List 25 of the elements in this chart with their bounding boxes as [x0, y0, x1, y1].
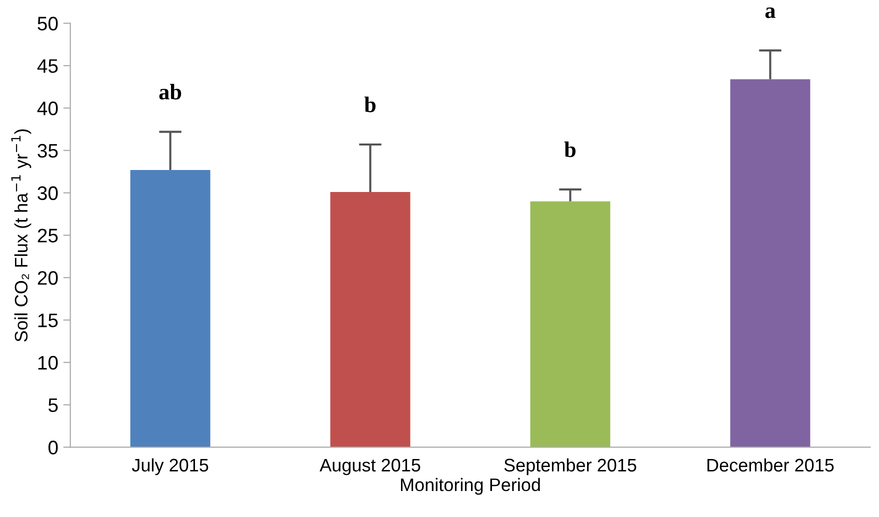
- y-tick-label: 20: [38, 271, 58, 285]
- x-tick-label: December 2015: [707, 458, 834, 472]
- y-tick-label: 30: [38, 186, 58, 200]
- y-tick-label: 5: [48, 398, 58, 412]
- y-tick-label: 40: [37, 102, 58, 116]
- annotation: b: [564, 142, 576, 158]
- bar: [330, 192, 410, 448]
- x-tick-label: September 2015: [504, 458, 636, 476]
- x-tick-label: July 2015: [132, 458, 208, 476]
- y-tick-label: 50: [38, 16, 58, 30]
- y-axis-title: Soil CO₂ Flux (t ha$^{−1}$ yr$^{−1}$): [11, 129, 32, 342]
- bar: [530, 201, 610, 448]
- bar: [130, 170, 210, 448]
- annotation: ab: [159, 84, 182, 100]
- y-tick-label: 15: [38, 314, 58, 328]
- y-tick-label: 35: [38, 144, 58, 158]
- y-tick-label: 25: [38, 228, 58, 242]
- y-tick-label: 10: [38, 356, 58, 370]
- bar: [730, 79, 810, 448]
- x-tick-label: August 2015: [320, 458, 420, 476]
- x-axis-title: Monitoring Period: [400, 478, 540, 495]
- text: a: [765, 7, 776, 18]
- y-tick-label: 45: [37, 59, 58, 73]
- annotation: b: [364, 96, 376, 112]
- y-tick-label: 0: [48, 440, 58, 454]
